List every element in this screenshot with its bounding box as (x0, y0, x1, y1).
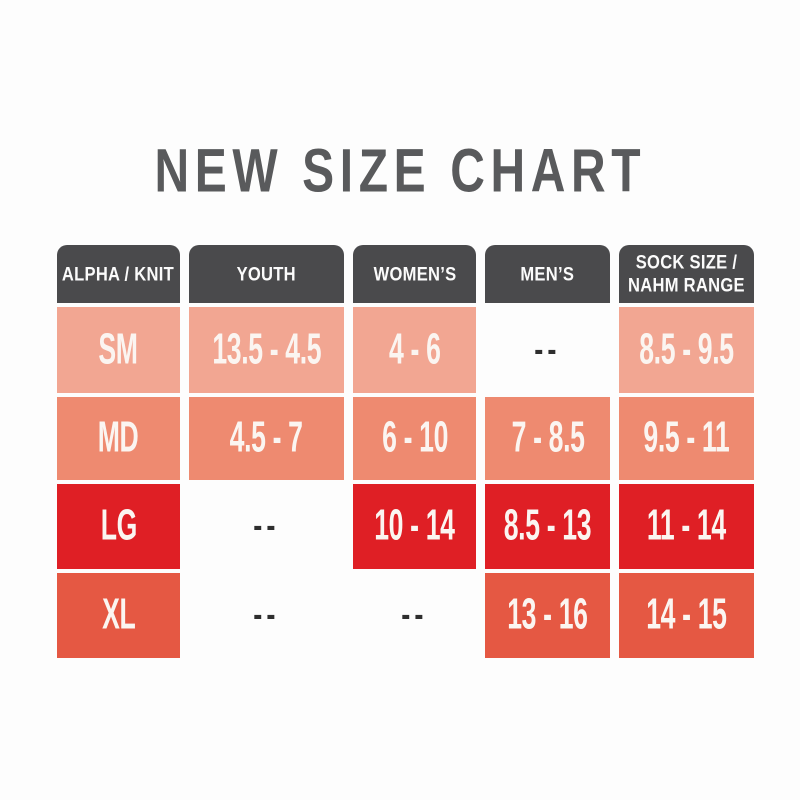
cell-lg-sock-size: 11 - 14 (619, 484, 754, 569)
cell-value: 4 - 6 (389, 325, 441, 374)
cell-empty-dashes: -- (253, 507, 280, 545)
cell-value: 14 - 15 (646, 590, 727, 640)
cell-md-youth: 4.5 - 7 (188, 397, 345, 480)
cell-sm-womens: 4 - 6 (353, 307, 477, 393)
cell-xl-youth: -- (189, 573, 345, 658)
col-header-alpha-knit: ALPHA / KNIT (57, 245, 180, 303)
row-label-xl: XL (57, 573, 180, 658)
col-header-sock-size-nahm-range: SOCK SIZE / NAHM RANGE (619, 245, 754, 303)
cell-md-sock-size: 9.5 - 11 (619, 397, 754, 480)
row-label-text: XL (101, 590, 136, 640)
cell-sm-mens: -- (485, 307, 610, 393)
col-header-youth: YOUTH (188, 245, 345, 303)
cell-empty-dashes: -- (401, 596, 428, 634)
page-title: NEW SIZE CHART (0, 134, 800, 206)
cell-value: 10 - 14 (374, 501, 456, 551)
col-header-label: SOCK SIZE / NAHM RANGE (628, 251, 745, 296)
col-header-womens: WOMEN’S (353, 245, 477, 303)
cell-lg-youth: -- (189, 484, 345, 569)
row-label-text: LG (100, 501, 137, 551)
cell-empty-dashes: -- (534, 330, 561, 369)
cell-xl-sock-size: 14 - 15 (619, 573, 754, 658)
cell-empty-dashes: -- (253, 596, 280, 634)
cell-value: 13 - 16 (507, 590, 588, 640)
size-chart-table: ALPHA / KNIT YOUTH WOMEN’S MEN’S SOCK SI… (57, 245, 754, 658)
row-label-text: MD (98, 413, 139, 463)
cell-lg-mens: 8.5 - 13 (485, 484, 611, 569)
cell-lg-womens: 10 - 14 (353, 484, 477, 569)
row-label-lg: LG (57, 484, 180, 569)
cell-md-womens: 6 - 10 (353, 397, 477, 480)
cell-value: 8.5 - 9.5 (639, 325, 734, 374)
col-header-label: MEN’S (520, 262, 575, 285)
row-label-md: MD (57, 397, 180, 480)
cell-value: 4.5 - 7 (230, 413, 304, 463)
col-header-label: WOMEN’S (373, 262, 457, 285)
cell-value: 8.5 - 13 (503, 501, 592, 551)
cell-xl-mens: 13 - 16 (485, 573, 611, 658)
cell-value: 6 - 10 (381, 413, 448, 463)
col-header-label: YOUTH (236, 262, 297, 285)
cell-value: 13.5 - 4.5 (212, 325, 322, 374)
cell-sm-youth: 13.5 - 4.5 (188, 307, 345, 393)
cell-md-mens: 7 - 8.5 (485, 397, 611, 480)
col-header-mens: MEN’S (485, 245, 611, 303)
row-label-sm: SM (57, 307, 180, 393)
cell-sm-sock-size: 8.5 - 9.5 (619, 307, 754, 393)
row-label-text: SM (98, 325, 139, 374)
cell-value: 9.5 - 11 (643, 413, 730, 463)
page-title-text: NEW SIZE CHART (154, 135, 646, 205)
col-header-label: ALPHA / KNIT (62, 262, 175, 285)
cell-xl-womens: -- (353, 573, 476, 658)
cell-value: 7 - 8.5 (511, 413, 585, 463)
cell-value: 11 - 14 (647, 501, 726, 551)
